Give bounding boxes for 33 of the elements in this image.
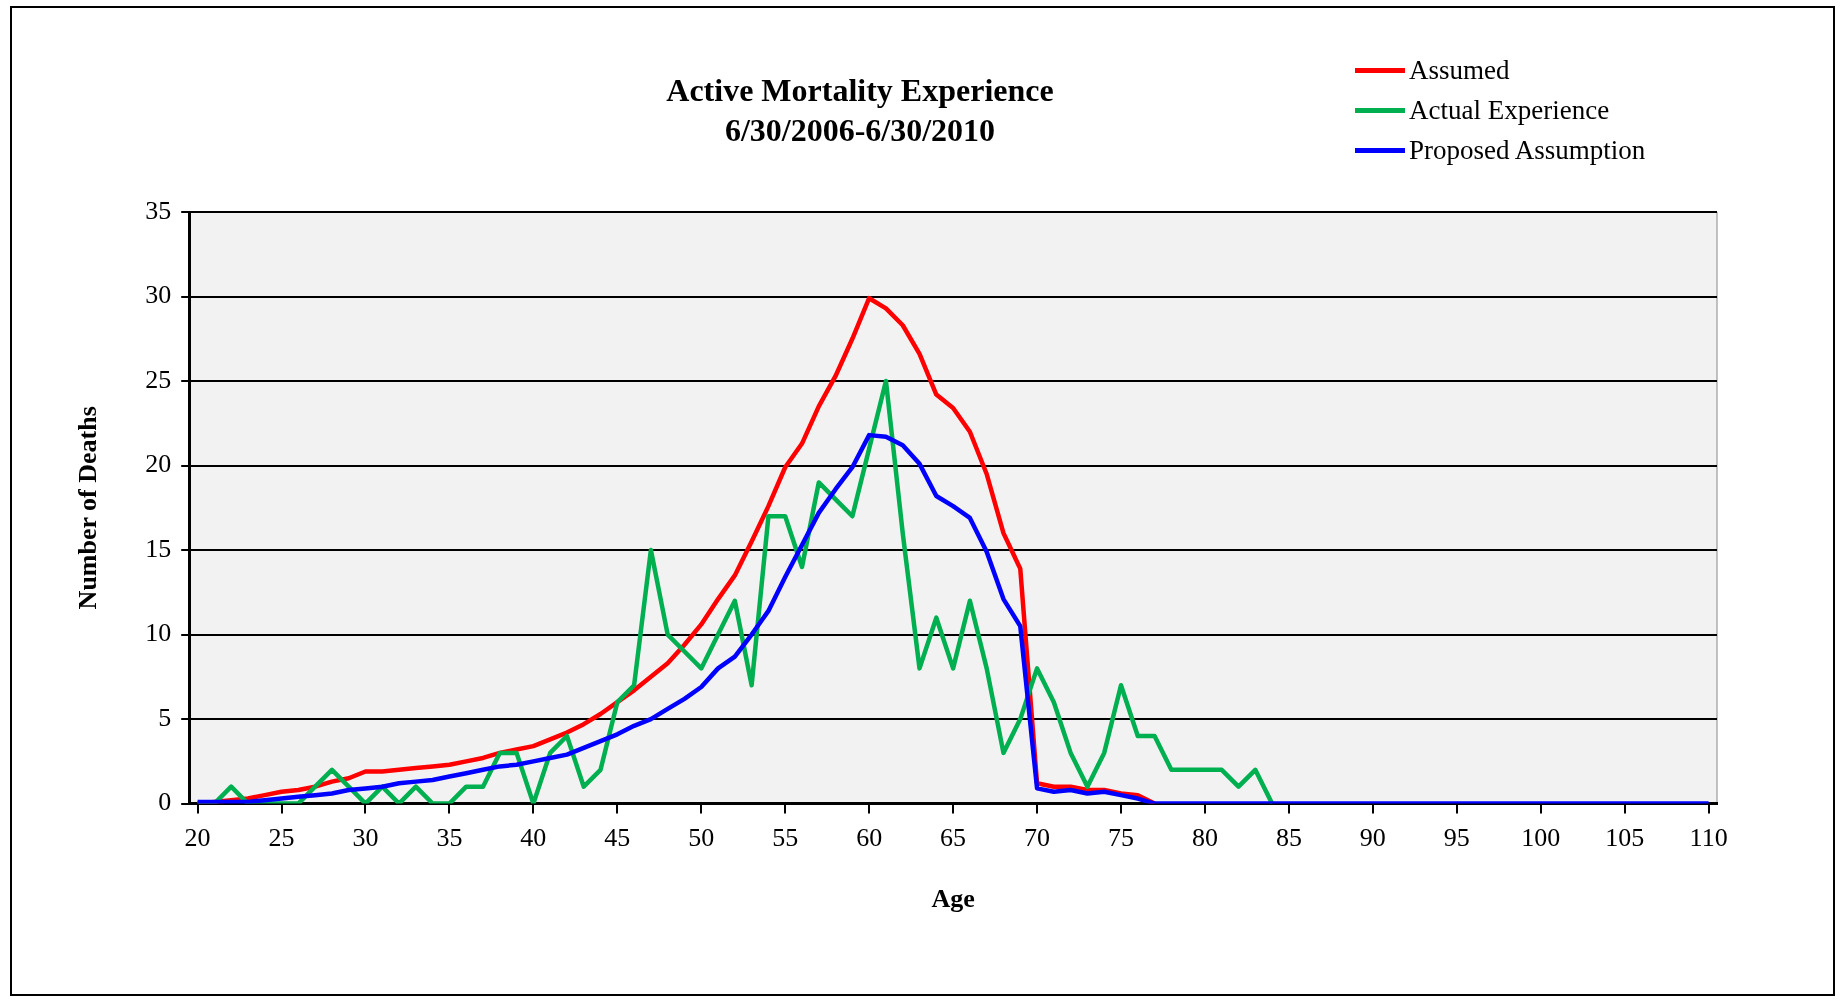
x-tick-label: 55 [772, 823, 799, 853]
legend-label: Proposed Assumption [1409, 134, 1646, 166]
x-tick-label: 75 [1107, 823, 1134, 853]
y-tick-label: 10 [145, 618, 172, 648]
x-tick-label: 65 [940, 823, 967, 853]
x-tick-label: 80 [1191, 823, 1218, 853]
legend-label: Actual Experience [1409, 94, 1610, 126]
chart-title: Active Mortality Experience 6/30/2006-6/30/2010 [665, 71, 1055, 150]
x-tick-label: 20 [184, 823, 211, 853]
y-tick-label: 30 [145, 280, 172, 310]
x-tick-label: 60 [856, 823, 883, 853]
x-tick-label: 105 [1605, 823, 1645, 853]
x-tick-label: 70 [1024, 823, 1051, 853]
y-tick-label: 15 [145, 533, 172, 563]
y-tick-label: 35 [145, 195, 172, 225]
x-tick-label: 25 [268, 823, 295, 853]
y-tick-label: 5 [158, 702, 172, 732]
y-tick-label: 25 [145, 364, 172, 394]
y-tick-label: 20 [145, 449, 172, 479]
x-tick-label: 30 [352, 823, 379, 853]
x-tick-label: 45 [604, 823, 631, 853]
x-axis-title: Age [931, 884, 975, 914]
x-tick-label: 100 [1521, 823, 1561, 853]
y-tick-label: 0 [158, 787, 172, 817]
y-axis-title: Number of Deaths [73, 406, 103, 610]
x-tick-label: 85 [1275, 823, 1302, 853]
x-tick-label: 50 [688, 823, 715, 853]
x-tick-label: 110 [1689, 823, 1728, 853]
x-tick-label: 35 [436, 823, 463, 853]
x-tick-label: 90 [1359, 823, 1386, 853]
legend-label: Assumed [1409, 54, 1510, 86]
x-tick-label: 40 [520, 823, 547, 853]
x-tick-label: 95 [1443, 823, 1470, 853]
